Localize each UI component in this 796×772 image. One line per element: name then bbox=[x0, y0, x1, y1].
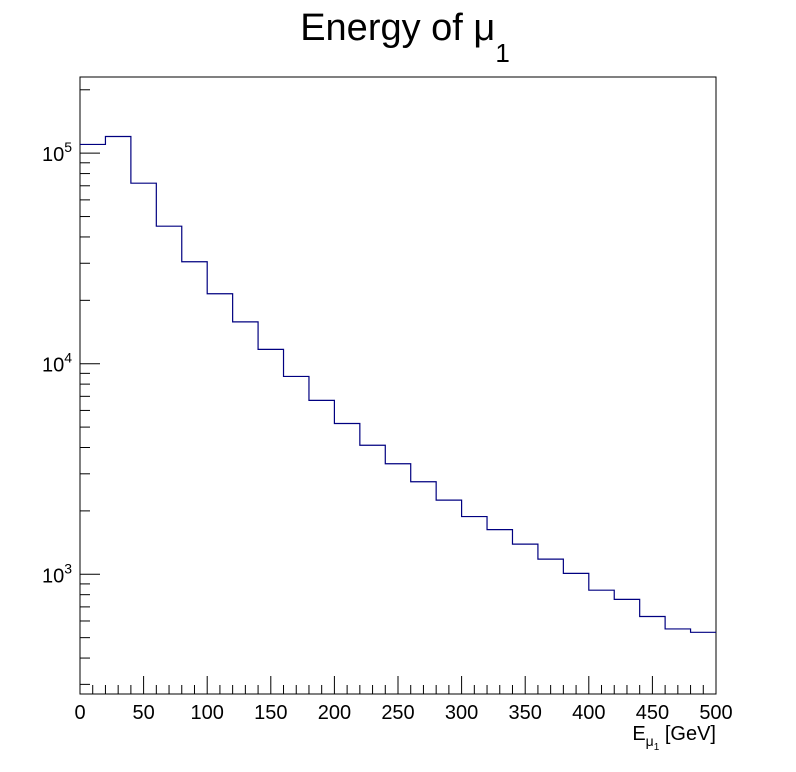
x-tick-label: 500 bbox=[699, 702, 732, 724]
x-tick-label: 100 bbox=[191, 702, 224, 724]
x-tick-label: 250 bbox=[381, 702, 414, 724]
plot-area bbox=[79, 76, 717, 695]
x-tick-label: 450 bbox=[636, 702, 669, 724]
y-tick-label: 104 bbox=[42, 350, 72, 377]
chart-title: Energy of μ1 bbox=[300, 7, 510, 68]
x-axis-title: Eμ1 [GeV] bbox=[632, 723, 716, 753]
x-tick-label: 200 bbox=[318, 702, 351, 724]
x-axis: 0 50 100 150 200 250 300 350 400 450 500 bbox=[74, 676, 733, 724]
y-tick-label: 105 bbox=[42, 139, 72, 166]
y-axis: 103 104 105 bbox=[42, 89, 100, 685]
x-tick-label: 0 bbox=[74, 702, 85, 724]
plot-frame bbox=[79, 76, 717, 695]
x-tick-label: 150 bbox=[254, 702, 287, 724]
x-tick-label: 300 bbox=[445, 702, 478, 724]
histogram-series-line bbox=[80, 135, 716, 633]
x-tick-label: 50 bbox=[132, 702, 154, 724]
x-tick-label: 350 bbox=[509, 702, 542, 724]
x-tick-label: 400 bbox=[572, 702, 605, 724]
y-tick-label: 103 bbox=[42, 560, 72, 587]
